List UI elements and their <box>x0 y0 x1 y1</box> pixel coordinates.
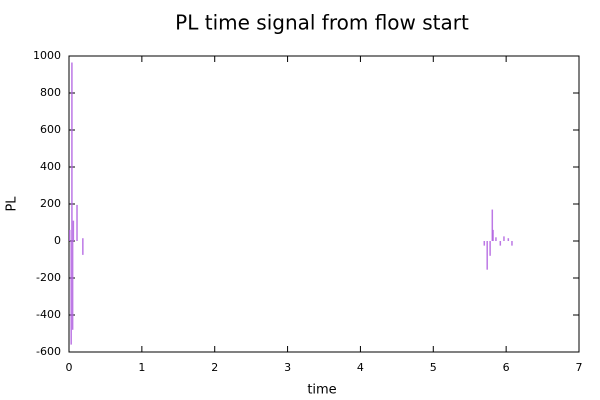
y-tick-label: 800 <box>40 86 61 99</box>
x-axis-label: time <box>307 383 336 398</box>
y-tick-label: 0 <box>54 234 61 247</box>
x-tick-label: 3 <box>284 361 291 374</box>
x-tick-label: 1 <box>138 361 145 374</box>
x-tick-label: 4 <box>357 361 364 374</box>
x-tick-label: 5 <box>430 361 437 374</box>
x-tick-label: 2 <box>211 361 218 374</box>
y-tick-label: 1000 <box>33 49 61 62</box>
chart-title: PL time signal from flow start <box>175 11 469 35</box>
y-axis-label: PL <box>5 196 20 212</box>
x-tick-label: 7 <box>576 361 583 374</box>
y-tick-label: -400 <box>36 308 61 321</box>
y-tick-label: -600 <box>36 345 61 358</box>
y-tick-label: 200 <box>40 197 61 210</box>
x-tick-label: 0 <box>66 361 73 374</box>
y-tick-label: -200 <box>36 271 61 284</box>
y-tick-label: 600 <box>40 123 61 136</box>
y-tick-label: 400 <box>40 160 61 173</box>
x-tick-label: 6 <box>503 361 510 374</box>
plot-frame <box>68 55 580 353</box>
